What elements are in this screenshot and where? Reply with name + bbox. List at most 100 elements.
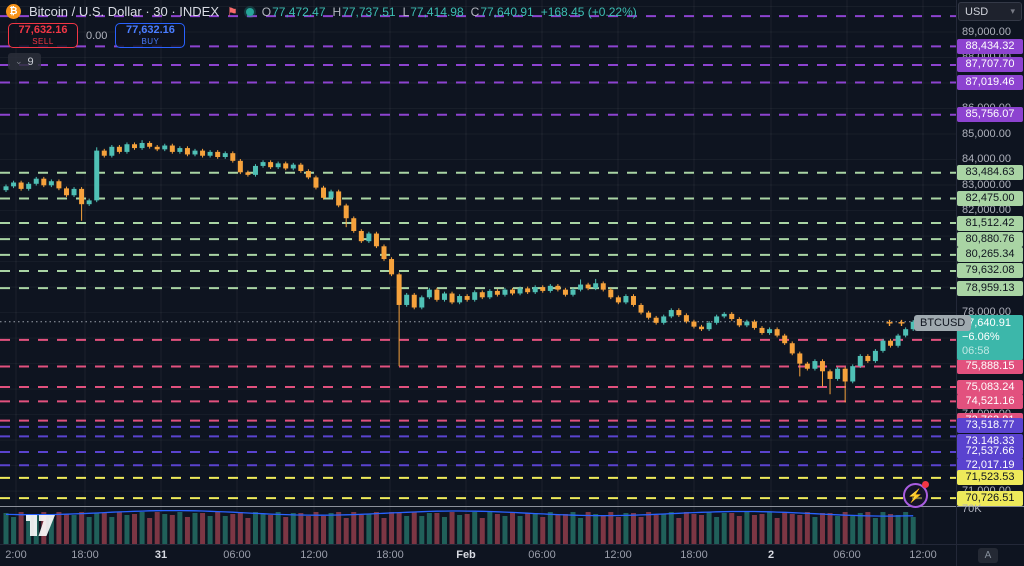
level-price-chip: 80,880.76: [957, 231, 1023, 247]
candle-body: [683, 315, 689, 322]
candle-body: [147, 142, 153, 147]
volume-bar: [184, 517, 190, 544]
buy-button[interactable]: 77,632.16 BUY: [115, 23, 186, 48]
level-price-chip: 78,959.13: [957, 280, 1023, 296]
level-price-chip: 85,756.07: [957, 107, 1023, 123]
candle-body: [26, 183, 32, 189]
add-alert-icon[interactable]: +: [886, 316, 894, 330]
volume-bar: [3, 513, 9, 544]
volume-bar: [850, 516, 856, 544]
volume-bar: [101, 513, 107, 544]
candle-body: [699, 326, 705, 330]
level-price-chip: 81,512.42: [957, 215, 1023, 231]
volume-bar: [630, 513, 636, 544]
candle-body: [827, 371, 833, 379]
volume-bar: [691, 514, 697, 544]
price-axis-label: 82,000.00: [962, 204, 1011, 217]
auto-scale-button[interactable]: A: [978, 548, 998, 563]
volume-bar: [699, 515, 705, 544]
candle-body: [502, 289, 508, 295]
volume-bar: [600, 515, 606, 544]
candle-body: [343, 205, 349, 219]
candle-body: [86, 200, 92, 205]
candle-body: [630, 296, 636, 305]
price-axis-label: 83,000.00: [962, 178, 1011, 191]
candle-body: [487, 290, 493, 298]
open-value: 77,472.47: [272, 4, 326, 19]
symbol-title[interactable]: Bitcoin / U.S. Dollar · 30 · INDEX: [29, 4, 219, 19]
price-axis-label: 84,000.00: [962, 153, 1011, 166]
volume-bar: [615, 517, 621, 544]
volume-pane-canvas[interactable]: [0, 507, 956, 544]
volume-bar: [502, 516, 508, 544]
symbol-price-tag[interactable]: BTCUSD: [914, 315, 972, 331]
volume-bar: [729, 513, 735, 544]
volume-bar: [343, 518, 349, 544]
candle-body: [373, 233, 379, 247]
price-axis[interactable]: 89,000.0088,000.0086,000.0085,000.0084,0…: [957, 0, 1024, 506]
volume-bar: [321, 516, 327, 544]
candle-body: [321, 187, 327, 198]
candle-body: [207, 151, 213, 156]
volume-bar: [714, 517, 720, 544]
volume-bar: [661, 514, 667, 544]
candle-body: [472, 292, 478, 300]
pane-separator[interactable]: [0, 506, 1024, 507]
volume-bar: [336, 512, 342, 544]
candle-body: [162, 145, 168, 150]
level-price-chip: 87,019.46: [957, 75, 1023, 91]
candle-body: [389, 259, 395, 275]
candle-body: [358, 230, 364, 242]
volume-bar: [562, 514, 568, 544]
candle-body: [351, 218, 357, 231]
volume-bar: [86, 517, 92, 544]
volume-bar: [94, 513, 100, 544]
level-price-chip: 80,265.34: [957, 247, 1023, 263]
candle-body: [305, 171, 311, 178]
volume-bar: [736, 516, 742, 544]
candle-body: [819, 361, 825, 372]
time-axis-label: 18:00: [376, 549, 404, 561]
volume-bar: [252, 512, 258, 544]
candle-body: [94, 150, 100, 201]
candle-body: [736, 318, 742, 326]
market-status-icon[interactable]: [245, 7, 254, 16]
candle-body: [767, 329, 773, 334]
volume-bar: [804, 512, 810, 544]
candle-body: [691, 321, 697, 327]
volume-bar: [237, 512, 243, 544]
volume-bar: [411, 512, 417, 544]
candle-body: [464, 296, 470, 300]
volume-bar: [789, 514, 795, 544]
volume-bar: [903, 512, 909, 544]
currency-dropdown[interactable]: USD ▾: [958, 2, 1022, 21]
volume-bar: [880, 512, 886, 544]
add-order-icon[interactable]: +: [898, 316, 906, 330]
candle-body: [268, 162, 274, 168]
volume-bar: [449, 512, 455, 544]
time-axis-label: 31: [154, 549, 168, 561]
indicators-collapse-chip[interactable]: ⌄ 9: [8, 53, 41, 70]
level-price-chip: 74,521.16: [957, 393, 1023, 409]
candle-body: [570, 289, 576, 295]
candle-body: [638, 304, 644, 313]
candle-body: [744, 321, 750, 326]
candle-body: [381, 246, 387, 260]
price-chart-canvas[interactable]: [0, 0, 956, 506]
flag-icon[interactable]: ⚑: [227, 4, 238, 19]
volume-bar: [18, 512, 24, 544]
bitcoin-logo-icon: ₿: [6, 4, 21, 19]
low-label: L: [402, 4, 410, 19]
candle-body: [328, 191, 334, 198]
time-axis[interactable]: 2:00 18:00 31 06:00 12:00 18:00 Feb 06:00 12:00 1…: [0, 545, 956, 566]
volume-bar: [177, 512, 183, 544]
chevron-down-icon: ⌄: [15, 56, 23, 66]
tradingview-logo-watermark: [26, 515, 55, 536]
candle-body: [184, 148, 190, 155]
time-axis-label: Feb: [456, 549, 476, 561]
ohlc-readout: O77,472.47 H77,737.51 L77,414.98 C77,640…: [262, 5, 637, 19]
sell-button[interactable]: 77,632.16 SELL: [8, 23, 78, 48]
candle-body: [313, 177, 319, 188]
candle-body: [510, 289, 516, 294]
